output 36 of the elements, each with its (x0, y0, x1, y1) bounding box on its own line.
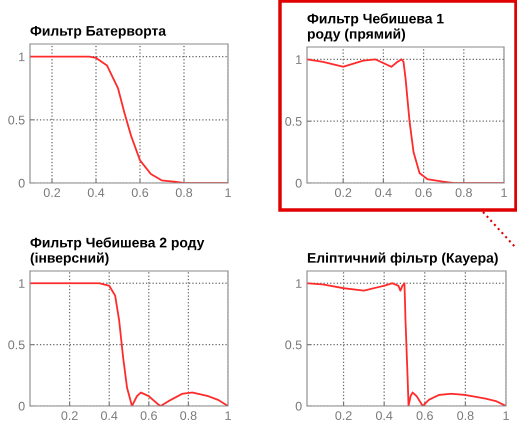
x-tick-label: 0.2 (334, 188, 352, 198)
y-tick-label: 0.5 (8, 116, 25, 124)
y-tick-label: 0 (296, 402, 302, 411)
x-tick-label: 0.2 (335, 411, 352, 420)
chart-title: Фильтр Чебишева 1 роду (прямий) (307, 13, 444, 42)
y-tick-label: 1 (19, 279, 25, 288)
chart-title: Фильтр Чебишева 2 роду (інверсний) (30, 237, 204, 266)
chart-title: Еліптичний фільтр (Кауера) (308, 252, 498, 266)
x-tick-label: 0.8 (456, 188, 472, 198)
x-tick-label: 1 (225, 411, 231, 420)
y-tick-label: 1 (19, 52, 25, 62)
x-tick-label: 0.8 (457, 411, 474, 420)
x-tick-label: 0.6 (415, 188, 432, 198)
x-tick-label: 0.4 (88, 188, 104, 198)
x-tick-label: 0.2 (61, 411, 78, 420)
x-tick-label: 0.2 (44, 188, 60, 198)
x-tick-label: 1 (501, 188, 507, 197)
y-tick-label: 0.5 (8, 340, 25, 350)
x-tick-label: 1 (503, 411, 509, 420)
y-tick-label: 0.5 (285, 116, 302, 126)
y-tick-label: 1 (296, 55, 302, 64)
x-tick-label: 0.4 (375, 188, 392, 198)
y-tick-label: 0 (296, 178, 302, 188)
x-tick-label: 0.6 (132, 188, 148, 198)
y-tick-label: 0 (18, 178, 25, 188)
y-tick-label: 0 (18, 402, 25, 411)
y-tick-label: 1 (296, 279, 302, 288)
x-tick-label: 0.6 (416, 411, 433, 420)
chart-title: Фильтр Батерворта (30, 26, 166, 39)
x-tick-label: 1 (225, 188, 231, 197)
x-tick-label: 0.8 (176, 188, 192, 198)
y-tick-label: 0.5 (285, 340, 302, 350)
x-tick-label: 0.4 (376, 411, 392, 420)
x-tick-label: 0.4 (101, 411, 118, 420)
x-tick-label: 0.6 (140, 411, 157, 420)
x-tick-label: 0.8 (180, 411, 197, 420)
